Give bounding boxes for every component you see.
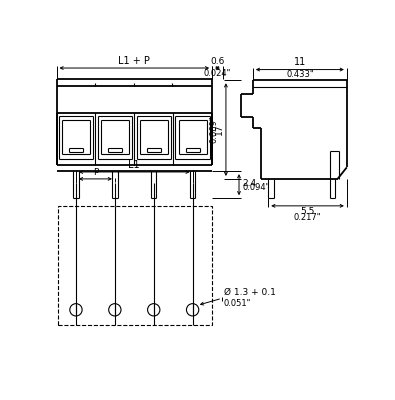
Text: 0.669": 0.669" — [209, 116, 218, 144]
Text: 0.024": 0.024" — [204, 69, 231, 78]
Bar — [58, 206, 212, 325]
Text: P: P — [93, 168, 98, 177]
Text: 17: 17 — [214, 124, 224, 135]
Text: 0.6: 0.6 — [210, 57, 225, 66]
Text: Ø 1.3 + 0.1: Ø 1.3 + 0.1 — [224, 288, 275, 297]
Text: 0.433": 0.433" — [286, 70, 314, 79]
Text: 0.094": 0.094" — [242, 183, 269, 192]
Text: 0.217": 0.217" — [294, 213, 321, 222]
Text: 11: 11 — [294, 57, 306, 67]
Text: 5.5: 5.5 — [300, 207, 315, 216]
Text: 0.051": 0.051" — [224, 299, 251, 308]
Text: L1: L1 — [128, 160, 140, 170]
Text: L1 + P: L1 + P — [118, 56, 150, 66]
Text: 2.4: 2.4 — [242, 179, 256, 188]
